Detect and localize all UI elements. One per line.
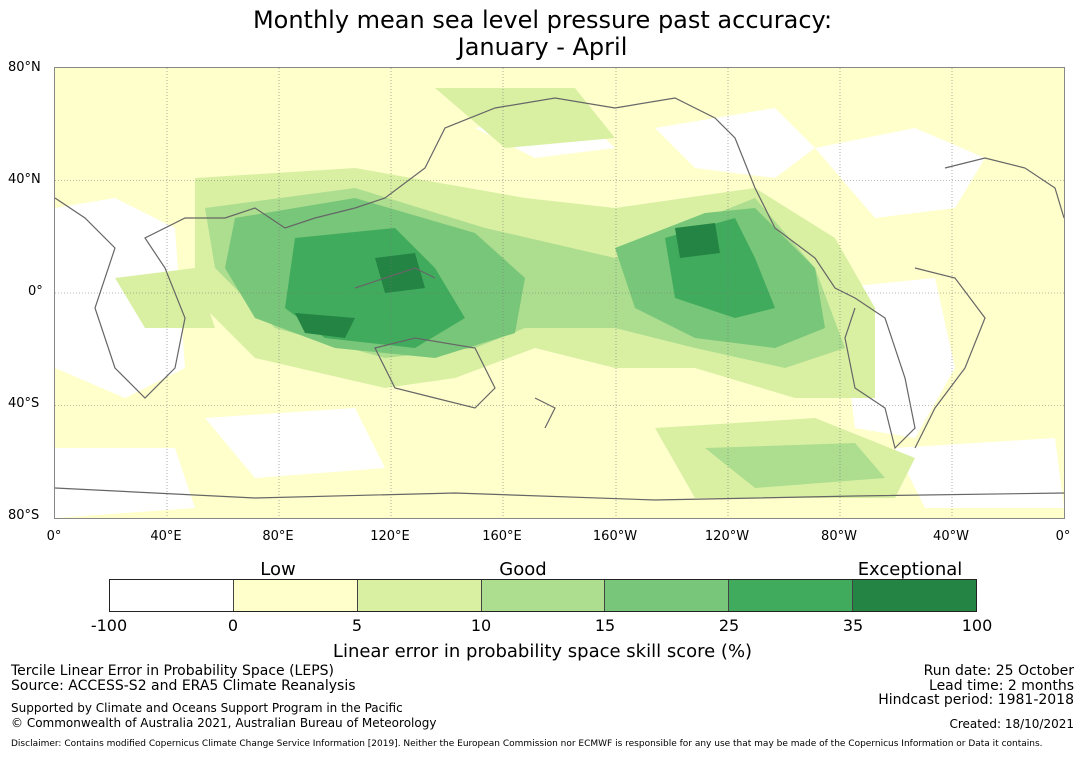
graticule: [55, 68, 1064, 518]
lead-time-text: Lead time: 2 months: [929, 678, 1074, 694]
lat-label-0: 0°: [28, 284, 43, 299]
support-text: Supported by Climate and Oceans Support …: [11, 701, 403, 715]
lon-label-40e: 40°E: [150, 529, 182, 544]
legend-category-low: Low: [260, 559, 296, 580]
chart-title-line-2: January - April: [457, 33, 628, 61]
colorbar-tick: 25: [718, 616, 740, 635]
coastlines: [54, 97, 1065, 501]
lat-label-40s: 40°S: [8, 396, 40, 411]
colorbar: [109, 579, 977, 612]
colorbar-tick: -100: [90, 616, 128, 635]
skill-score-map: [54, 67, 1065, 519]
colorbar-tick: 0: [227, 616, 239, 635]
lat-label-40n: 40°N: [8, 172, 41, 187]
run-date-text: Run date: 25 October: [923, 663, 1074, 679]
colorbar-segment: [729, 580, 854, 611]
colorbar-segment: [233, 580, 358, 611]
legend-category-good: Good: [499, 559, 547, 580]
colorbar-tick: 15: [594, 616, 616, 635]
lon-label-120w: 120°W: [704, 529, 750, 544]
colorbar-label: Linear error in probability space skill …: [332, 641, 753, 662]
exceptional-skill-areas: [295, 223, 720, 338]
colorbar-segment: [605, 580, 730, 611]
colorbar-segment: [853, 580, 977, 611]
lon-label-80e: 80°E: [262, 529, 294, 544]
lon-label-0: 0°: [46, 529, 62, 544]
disclaimer-text: Disclaimer: Contains modified Copernicus…: [11, 739, 1043, 749]
lon-label-160e: 160°E: [482, 529, 522, 544]
colorbar-segment: [110, 580, 234, 611]
colorbar-segment: [357, 580, 482, 611]
colorbar-tick: 10: [470, 616, 492, 635]
legend-category-exceptional: Exceptional: [857, 559, 963, 580]
source-text: Source: ACCESS-S2 and ERA5 Climate Reana…: [11, 678, 356, 694]
lat-label-80n: 80°N: [8, 60, 41, 75]
copyright-text: © Commonwealth of Australia 2021, Austra…: [11, 716, 437, 730]
colorbar-tick: 100: [961, 616, 993, 635]
hindcast-text: Hindcast period: 1981-2018: [878, 692, 1074, 708]
lon-label-0-east: 0°: [1055, 529, 1071, 544]
colorbar-tick: 35: [842, 616, 864, 635]
lon-label-120e: 120°E: [370, 529, 410, 544]
colorbar-tick: 5: [351, 616, 363, 635]
lon-label-160w: 160°W: [592, 529, 638, 544]
colorbar-segment: [481, 580, 606, 611]
chart-title-line-1: Monthly mean sea level pressure past acc…: [252, 6, 833, 34]
method-text: Tercile Linear Error in Probability Spac…: [11, 663, 334, 679]
lon-label-80w: 80°W: [821, 529, 857, 544]
map-canvas: [54, 68, 1065, 518]
lat-label-80s: 80°S: [8, 508, 40, 523]
lon-label-40w: 40°W: [933, 529, 969, 544]
created-date-text: Created: 18/10/2021: [949, 717, 1074, 731]
